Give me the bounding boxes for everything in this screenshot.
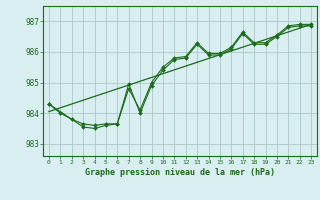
X-axis label: Graphe pression niveau de la mer (hPa): Graphe pression niveau de la mer (hPa) (85, 168, 275, 177)
